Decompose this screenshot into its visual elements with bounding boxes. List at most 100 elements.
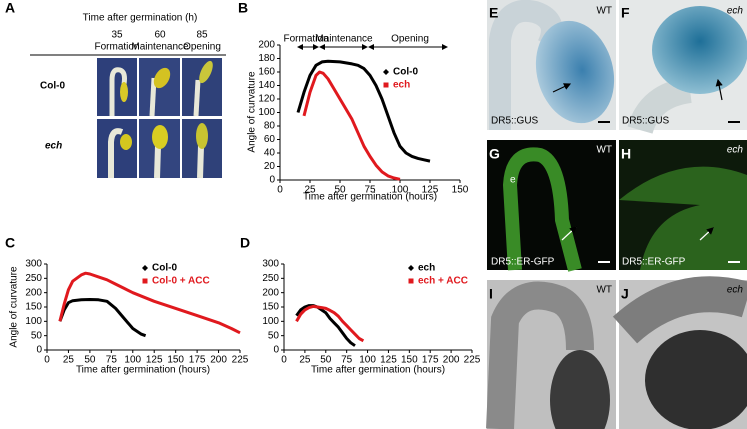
x-tick-label: 100 [359,355,376,366]
column-time: 60 [154,30,166,41]
y-tick-label: 100 [262,316,279,327]
legend-label: ech + ACC [418,276,468,287]
x-tick-label: 0 [44,355,50,366]
y-tick-label: 200 [262,287,279,298]
y-tick-label: 150 [262,302,279,313]
x-tick-label: 25 [304,185,316,196]
data-line [58,298,147,338]
x-tick-label: 75 [364,185,376,196]
x-axis-label: Time after germination (hours) [303,192,437,203]
y-tick-label: 0 [269,175,275,186]
y-tick-label: 150 [25,302,42,313]
data-line [296,59,431,163]
genotype-label: ech [727,6,744,17]
data-line [302,70,401,181]
stage-annotation: Formation [283,34,328,45]
y-tick-label: 40 [264,148,276,159]
legend-marker [383,69,389,75]
legend-marker [383,82,389,88]
legend-label: ech [418,263,435,274]
legend-marker [408,265,414,271]
x-tick-label: 50 [320,355,332,366]
row-label: ech [45,141,62,152]
y-tick-label: 200 [258,40,275,51]
genotype-label: WT [596,6,612,17]
y-tick-label: 0 [273,345,279,356]
x-tick-label: 150 [452,185,469,196]
panel-letter: J [621,286,629,302]
panel-title: Time after germination (h) [83,13,198,24]
genotype-label: WT [596,285,612,296]
y-tick-label: 140 [258,80,275,91]
data-line [58,271,241,335]
panel-letter: I [489,286,493,302]
data-line [295,304,365,343]
panel-a: A Time after germination (h) 35 Formatio… [5,0,226,179]
y-tick-label: 100 [25,316,42,327]
genotype-label: ech [727,145,744,156]
x-tick-label: 75 [106,355,118,366]
column-stage: Opening [183,42,221,53]
y-tick-label: 120 [258,94,275,105]
x-tick-label: 0 [277,185,283,196]
genotype-label: ech [727,285,744,296]
x-tick-label: 50 [84,355,96,366]
data-line [295,304,356,347]
panel-letter: G [489,146,500,162]
x-tick-label: 125 [380,355,397,366]
x-tick-label: 200 [210,355,227,366]
x-tick-label: 200 [443,355,460,366]
panel-letter: E [489,5,498,21]
legend-label: Col-0 [393,67,418,78]
legend-label: Col-0 + ACC [152,276,210,287]
y-tick-label: 60 [264,134,276,145]
y-tick-label: 300 [262,259,279,270]
reporter-label: DR5::GUS [622,116,670,127]
panel-letter: B [238,0,248,16]
y-tick-label: 0 [36,345,42,356]
column-time: 35 [111,30,123,41]
y-tick-label: 300 [25,259,42,270]
y-tick-label: 100 [258,107,275,118]
legend-marker [142,278,148,284]
y-tick-label: 180 [258,53,275,64]
image-panels: E WT DR5::GUS F ech DR5::GUS G WT DR5::E… [486,0,747,429]
x-tick-label: 100 [392,185,409,196]
x-tick-label: 75 [341,355,353,366]
column-stage: Maintenance [131,42,189,53]
x-tick-label: 0 [281,355,287,366]
legend-marker [408,278,414,284]
y-tick-label: 50 [268,330,280,341]
x-tick-label: 150 [401,355,418,366]
x-tick-label: 175 [422,355,439,366]
y-axis-label: Angle of curvature [247,71,258,153]
x-tick-label: 225 [232,355,249,366]
genotype-label: WT [596,145,612,156]
x-tick-label: 25 [299,355,311,366]
stage-annotation: Opening [391,34,429,45]
y-tick-label: 250 [25,273,42,284]
x-axis-label: Time after germination (hours) [76,365,210,376]
panel-letter: A [5,0,15,16]
seedling-photos [97,58,222,179]
x-tick-label: 50 [334,185,346,196]
legend-label: ech [393,80,410,91]
legend-label: Col-0 [152,263,177,274]
panel-letter: H [621,146,631,162]
y-tick-label: 20 [264,161,276,172]
panel-letter: F [621,5,630,21]
reporter-label: DR5::ER-GFP [622,257,686,268]
stage-annotation: Maintenance [315,34,373,45]
panel-letter: C [5,235,15,251]
reporter-label: DR5::ER-GFP [491,257,555,268]
reporter-label: DR5::GUS [491,116,539,127]
panel-letter: D [240,235,250,251]
x-axis-label: Time after germination (hours) [311,365,445,376]
x-tick-label: 225 [464,355,481,366]
column-time: 85 [196,30,208,41]
x-tick-label: 150 [167,355,184,366]
tissue-annotation: e [510,175,516,186]
x-tick-label: 125 [422,185,439,196]
x-tick-label: 175 [189,355,206,366]
